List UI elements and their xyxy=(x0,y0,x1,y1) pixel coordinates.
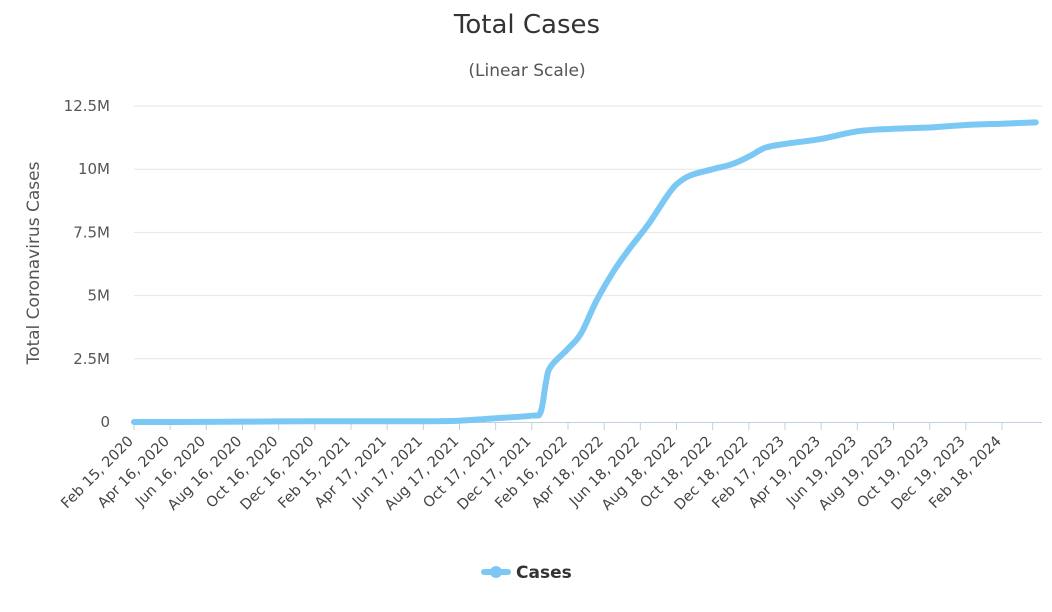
chart-title: Total Cases xyxy=(453,10,600,40)
legend[interactable]: Cases xyxy=(481,563,572,583)
y-tick-label: 10M xyxy=(78,160,110,178)
y-tick-label: 7.5M xyxy=(73,223,110,241)
y-axis-ticks: 0 2.5M 5M 7.5M 10M 12.5M xyxy=(64,97,110,431)
chart-subtitle: (Linear Scale) xyxy=(468,61,585,81)
y-tick-label: 2.5M xyxy=(73,350,110,368)
legend-marker-icon xyxy=(490,566,502,578)
series-line-cases[interactable] xyxy=(131,119,1039,425)
y-tick-label: 0 xyxy=(100,413,110,431)
gridlines xyxy=(134,105,1042,360)
y-axis-label: Total Coronavirus Cases xyxy=(24,161,44,365)
legend-label-cases: Cases xyxy=(516,563,572,583)
y-tick-label: 5M xyxy=(88,287,111,305)
y-tick-label: 12.5M xyxy=(64,97,110,115)
series-layer xyxy=(131,119,1039,425)
